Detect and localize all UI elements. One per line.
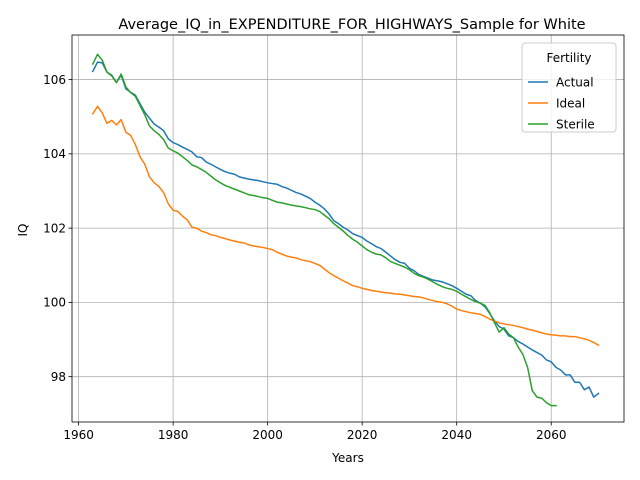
y-tick-label: 106 [43, 73, 66, 87]
legend-title: Fertility [546, 51, 591, 65]
x-tick-label: 1980 [158, 428, 189, 442]
legend: Fertility Actual Ideal Sterile [521, 42, 617, 133]
series-lines [91, 53, 600, 407]
x-tick-label: 1960 [63, 428, 94, 442]
x-tick-label: 2040 [441, 428, 472, 442]
y-tick-label: 100 [43, 296, 66, 310]
x-tick-label: 2060 [536, 428, 567, 442]
series-line-ideal [91, 105, 600, 347]
y-tick-label: 98 [51, 370, 66, 384]
x-tick-label: 2000 [252, 428, 283, 442]
y-tick-label: 104 [43, 147, 66, 161]
x-axis-label: Years [331, 451, 364, 465]
axis-ticks: 1960 1980 2000 2020 2040 2060 98 100 102 104 106 [43, 73, 566, 442]
legend-box [521, 42, 617, 133]
legend-label-sterile: Sterile [556, 117, 595, 131]
legend-label-ideal: Ideal [556, 96, 585, 110]
chart-title: Average_IQ_in_EXPENDITURE_FOR_HIGHWAYS_S… [118, 17, 585, 33]
series-line-sterile [91, 53, 557, 407]
x-tick-label: 2020 [347, 428, 378, 442]
y-tick-label: 102 [43, 221, 66, 235]
legend-label-actual: Actual [556, 75, 594, 89]
legend-entries: Actual Ideal Sterile [528, 75, 595, 131]
y-axis-label: IQ [16, 224, 30, 237]
